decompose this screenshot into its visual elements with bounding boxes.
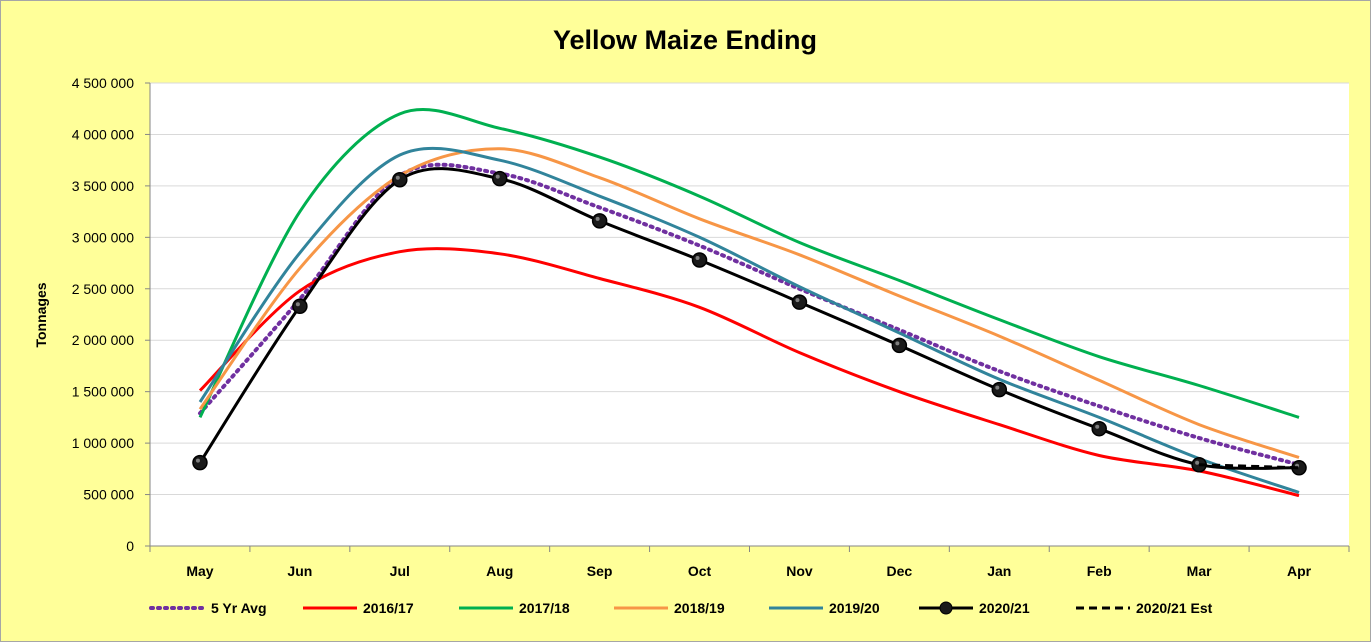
legend-label: 2019/20 xyxy=(829,600,880,616)
x-tick-label: Jul xyxy=(390,563,410,579)
y-tick-label: 3 500 000 xyxy=(72,178,134,194)
data-point xyxy=(392,171,408,188)
y-tick-label: 4 500 000 xyxy=(72,75,134,91)
y-tick-label: 3 000 000 xyxy=(72,229,134,245)
data-point-highlight xyxy=(1095,424,1100,429)
data-point xyxy=(1091,420,1107,437)
y-tick-label: 1 500 000 xyxy=(72,384,134,400)
legend-label: 2020/21 xyxy=(979,600,1030,616)
data-point-highlight xyxy=(895,341,900,346)
x-tick-label: Apr xyxy=(1287,563,1312,579)
y-tick-label: 4 000 000 xyxy=(72,126,134,142)
x-tick-label: Jun xyxy=(287,563,312,579)
legend-marker xyxy=(939,601,953,615)
x-tick-label: Jan xyxy=(987,563,1011,579)
data-point xyxy=(192,454,208,471)
series-line xyxy=(198,108,1300,419)
chart-title: Yellow Maize Ending xyxy=(553,25,817,55)
data-point-highlight xyxy=(995,385,1000,390)
series-line xyxy=(198,146,1300,494)
x-tick-label: Mar xyxy=(1187,563,1212,579)
data-point xyxy=(292,298,308,315)
legend: 5 Yr Avg 2016/17 2017/18 2018/19 2019/20 2020… xyxy=(149,600,1213,616)
y-tick-label: 500 000 xyxy=(83,487,134,503)
data-point-highlight xyxy=(695,255,700,260)
data-point xyxy=(791,294,808,310)
plot-background xyxy=(150,83,1349,546)
data-point xyxy=(691,252,708,268)
x-tick-label: Aug xyxy=(486,563,513,579)
data-point-highlight xyxy=(395,175,400,180)
x-tick-label: Sep xyxy=(587,563,613,579)
data-point xyxy=(491,170,508,187)
y-tick-label: 1 000 000 xyxy=(72,435,134,451)
series-line xyxy=(198,247,1300,498)
plot-area: 0 500 000 1 000 000 1 500 000 2 000 000 2 500… xyxy=(72,75,1350,579)
y-axis-label: Tonnages xyxy=(33,282,49,347)
data-point xyxy=(891,337,908,354)
y-tick-label: 2 000 000 xyxy=(72,332,134,348)
legend-label: 2020/21 Est xyxy=(1136,600,1213,616)
data-point xyxy=(991,381,1008,398)
x-tick-label: Feb xyxy=(1087,563,1112,579)
data-point-highlight xyxy=(595,216,600,221)
data-point-highlight xyxy=(195,458,200,463)
data-point-highlight xyxy=(795,298,800,303)
data-point-highlight xyxy=(495,174,500,179)
legend-label: 5 Yr Avg xyxy=(211,600,267,616)
y-tick-label: 2 500 000 xyxy=(72,281,134,297)
series-line xyxy=(198,147,1300,459)
series-line xyxy=(1199,463,1300,470)
data-point-highlight xyxy=(295,302,300,307)
data-point-highlight xyxy=(1195,460,1200,465)
series-line xyxy=(198,162,1301,467)
x-tick-label: Dec xyxy=(887,563,913,579)
legend-label: 2017/18 xyxy=(519,600,570,616)
legend-label: 2016/17 xyxy=(363,600,414,616)
y-tick-label: 0 xyxy=(126,538,134,554)
x-tick-label: Nov xyxy=(786,563,813,579)
data-point xyxy=(591,213,608,229)
x-tick-label: May xyxy=(186,563,213,579)
x-tick-label: Oct xyxy=(688,563,712,579)
legend-label: 2018/19 xyxy=(674,600,725,616)
